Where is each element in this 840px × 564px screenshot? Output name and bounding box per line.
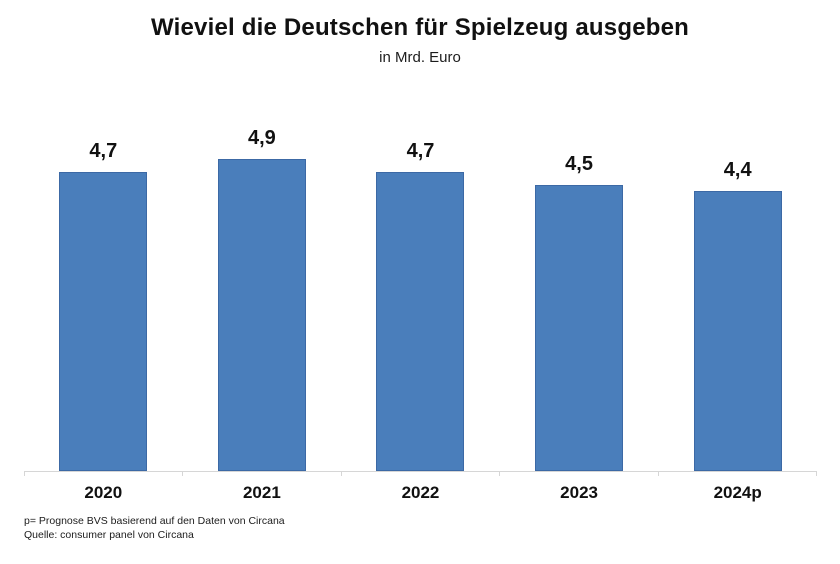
bar-value-label: 4,4 xyxy=(723,159,752,181)
chart-title: Wieviel die Deutschen für Spielzeug ausg… xyxy=(150,14,690,41)
x-axis-label: 2021 xyxy=(242,483,281,502)
bar-group-2023: 4,5 xyxy=(500,100,659,471)
axis-tick xyxy=(24,471,182,476)
chart-subtitle: in Mrd. Euro xyxy=(379,49,461,66)
footnote-source: Quelle: consumer panel von Circana xyxy=(24,529,194,541)
plot-area: 4,7 4,9 4,7 4,5 4,4 xyxy=(24,100,817,472)
bar xyxy=(535,185,624,471)
x-axis-label: 2022 xyxy=(401,483,440,502)
axis-tick xyxy=(182,471,340,476)
bar xyxy=(217,159,306,471)
axis-tick xyxy=(657,471,818,476)
bar-value-label: 4,7 xyxy=(89,140,118,162)
bar-value-label: 4,9 xyxy=(247,127,276,149)
bar-value-label: 4,7 xyxy=(406,140,435,162)
bar xyxy=(376,172,465,471)
bar-group-2024p: 4,4 xyxy=(658,100,817,471)
x-axis-label: 2020 xyxy=(84,483,123,502)
bar-group-2022: 4,7 xyxy=(341,100,500,471)
x-axis-label: 2024p xyxy=(713,483,762,502)
axis-tick xyxy=(499,471,657,476)
x-axis-ticks xyxy=(24,471,818,476)
bar xyxy=(59,172,148,471)
bar-value-label: 4,5 xyxy=(565,153,593,175)
bar-group-2021: 4,9 xyxy=(183,100,342,471)
x-axis-labels: 2020 2021 2022 2023 2024p xyxy=(24,483,817,503)
bar-group-2020: 4,7 xyxy=(24,100,183,471)
bar xyxy=(693,191,782,471)
x-axis-label: 2023 xyxy=(560,483,598,502)
axis-tick xyxy=(340,471,499,476)
footnote-prognose: p= Prognose BVS basierend auf den Daten … xyxy=(24,515,285,527)
footnotes: p= Prognose BVS basierend auf den Daten … xyxy=(24,514,285,542)
